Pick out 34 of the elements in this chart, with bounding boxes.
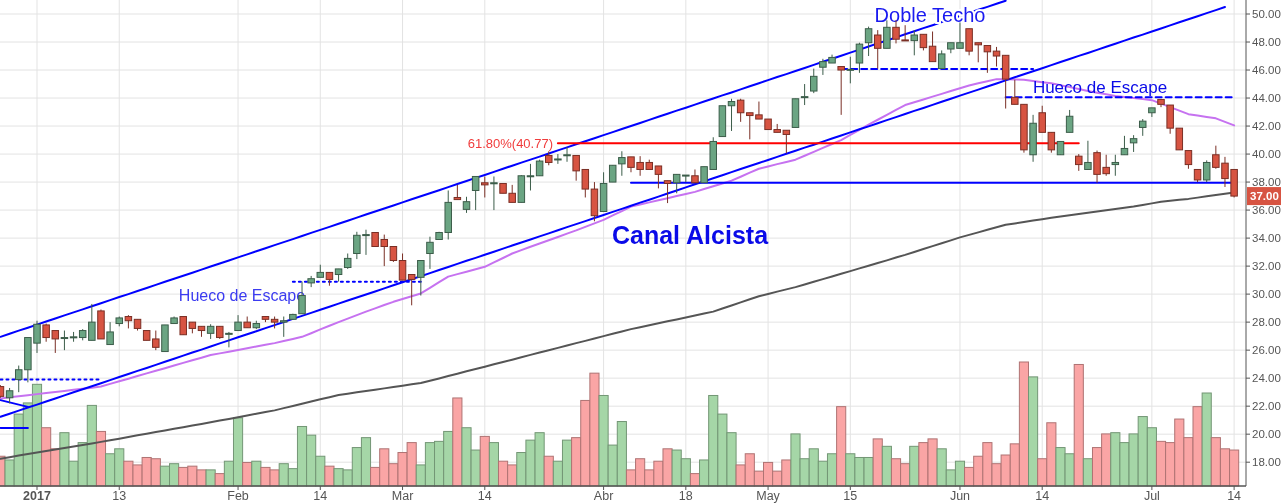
annotation: 61.80%(40.77) [467, 135, 553, 151]
x-tick-label: Jul [1143, 489, 1160, 503]
y-tick-label: 18.00 [1252, 456, 1281, 469]
x-tick-label: Jun [949, 489, 971, 503]
y-tick-label: 34.00 [1252, 232, 1281, 245]
x-tick-label: 13 [112, 489, 127, 503]
y-tick-label: 42.00 [1252, 120, 1281, 133]
y-tick-label: 30.00 [1252, 288, 1281, 301]
y-tick-label: 36.00 [1252, 204, 1281, 217]
y-tick-label: 40.00 [1252, 148, 1281, 161]
y-tick-label: 44.00 [1252, 92, 1281, 105]
x-tick-label: May [756, 489, 781, 503]
y-tick-label: 32.00 [1252, 260, 1281, 273]
x-tick-label: Mar [391, 489, 414, 503]
x-tick-label: Abr [593, 489, 614, 503]
x-tick-label: 2017 [23, 489, 51, 503]
y-tick-label: 22.00 [1252, 400, 1281, 413]
y-tick-label: 28.00 [1252, 316, 1281, 329]
annotation: 37.00 [1250, 190, 1279, 203]
y-tick-label: 26.00 [1252, 344, 1281, 357]
x-tick-label: 15 [843, 489, 858, 503]
x-tick-label: 18 [678, 489, 693, 503]
x-tick-label: 14 [1227, 489, 1242, 503]
x-tick-label: 14 [477, 489, 492, 503]
y-tick-label: 50.00 [1252, 8, 1281, 21]
y-tick-label: 20.00 [1252, 428, 1281, 441]
y-tick-label: 24.00 [1252, 372, 1281, 385]
y-tick-label: 38.00 [1252, 176, 1281, 189]
y-tick-label: 48.00 [1252, 36, 1281, 49]
annotation: Canal Alcista [611, 220, 770, 249]
x-tick-label: 14 [1035, 489, 1050, 503]
y-tick-label: 46.00 [1252, 64, 1281, 77]
x-tick-label: Feb [227, 489, 249, 503]
x-tick-label: 14 [313, 489, 328, 503]
